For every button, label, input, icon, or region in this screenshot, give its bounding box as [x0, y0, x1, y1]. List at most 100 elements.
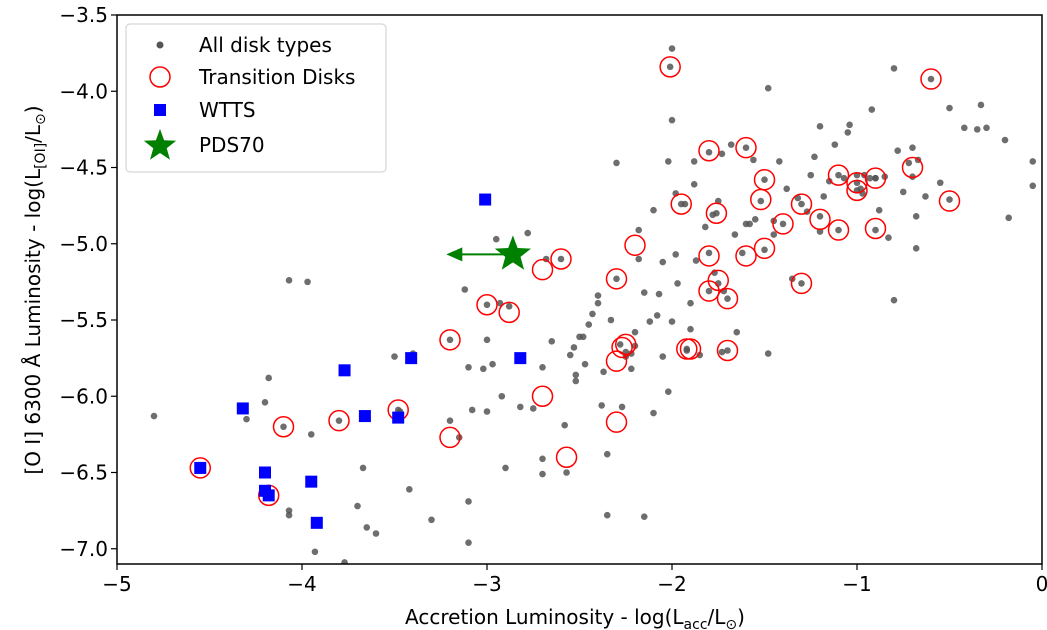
point-all-disk: [718, 150, 726, 158]
point-all-disk: [631, 328, 639, 336]
point-transition-disk: [328, 409, 350, 432]
point-all-disk: [705, 287, 713, 295]
point-all-disk: [548, 338, 556, 345]
point-all-disk: [335, 417, 343, 424]
x-axis-title-close: ): [737, 605, 745, 629]
point-wtts: [305, 475, 318, 488]
x-axis-title-main: Accretion Luminosity - log(L: [405, 605, 684, 629]
point-all-disk: [733, 328, 741, 336]
x-axis-title-sub: acc: [684, 617, 708, 630]
point-all-disk: [483, 336, 491, 344]
point-all-disk: [977, 101, 985, 109]
point-all-disk: [603, 450, 611, 458]
point-all-disk: [572, 377, 580, 385]
point-wtts: [310, 516, 323, 529]
point-transition-disk: [476, 294, 498, 316]
point-transition-disk: [864, 217, 887, 240]
x-tick-label: −4: [287, 572, 316, 596]
point-all-disk: [761, 246, 768, 254]
point-all-disk: [961, 124, 968, 132]
point-transition-disk: [735, 136, 757, 159]
point-all-disk: [816, 213, 824, 220]
point-all-disk: [909, 173, 916, 180]
point-all-disk: [820, 193, 827, 200]
point-all-disk: [690, 158, 698, 165]
x-tick-label: −2: [657, 572, 686, 596]
point-all-disk: [846, 121, 853, 129]
point-wtts: [194, 461, 207, 474]
point-pds70-star: [494, 235, 531, 270]
point-transition-disk: [716, 287, 739, 310]
point-all-disk: [529, 405, 537, 412]
point-all-disk: [1001, 136, 1009, 144]
point-all-disk: [391, 353, 398, 360]
legend-marker-wtts: [154, 104, 166, 116]
point-all-disk: [483, 301, 491, 309]
x-axis-title-after: /L: [708, 605, 727, 629]
point-all-disk: [668, 318, 676, 325]
y-tick-label: −3.5: [59, 3, 108, 27]
point-all-disk: [572, 371, 580, 379]
point-all-disk: [600, 368, 607, 376]
point-all-disk: [428, 516, 435, 524]
point-all-disk: [674, 280, 681, 287]
y-axis-title: [O I] 6300 Å Luminosity - log(L[OI]/L⊙): [21, 105, 49, 474]
point-all-disk: [922, 193, 929, 200]
point-all-disk: [557, 255, 565, 263]
point-transition-disk: [679, 338, 702, 360]
point-all-disk: [831, 141, 839, 148]
point-all-disk: [668, 116, 676, 124]
point-transition-disk: [790, 272, 813, 295]
point-all-disk: [764, 350, 772, 357]
point-all-disk: [690, 180, 698, 188]
point-all-disk: [872, 174, 879, 182]
point-transition-disk: [864, 167, 887, 189]
point-all-disk: [912, 245, 920, 252]
point-all-disk: [750, 156, 757, 164]
point-all-disk: [311, 548, 319, 556]
y-tick-label: −5.5: [59, 308, 108, 332]
point-wtts: [262, 489, 275, 502]
point-all-disk: [594, 292, 602, 299]
point-all-disk: [890, 296, 898, 304]
point-all-disk: [539, 455, 546, 463]
point-all-disk: [372, 530, 380, 537]
point-transition-disk: [189, 457, 211, 479]
point-transition-disk: [498, 301, 520, 324]
point-all-disk: [483, 408, 491, 415]
point-transition-disk: [659, 56, 681, 78]
point-transition-disk: [827, 164, 850, 186]
point-transition-disk: [439, 426, 461, 449]
point-all-disk: [539, 470, 546, 478]
point-wtts: [236, 402, 249, 415]
point-all-disk: [687, 325, 694, 333]
point-all-disk: [465, 363, 472, 371]
point-all-disk: [731, 231, 739, 238]
y-tick-label: −4.0: [59, 79, 108, 103]
legend-label-pds70: PDS70: [199, 133, 265, 157]
point-all-disk: [655, 290, 663, 298]
point-wtts: [514, 352, 527, 365]
y-tick-label: −5.0: [59, 232, 108, 256]
point-all-disk: [594, 299, 602, 307]
point-transition-disk: [772, 213, 794, 235]
point-transition-disk: [550, 248, 572, 270]
point-all-disk: [665, 158, 672, 165]
point-all-disk: [761, 176, 768, 183]
point-all-disk: [489, 360, 496, 368]
point-all-disk: [581, 360, 589, 368]
point-all-disk: [899, 188, 907, 196]
point-all-disk: [616, 341, 624, 348]
point-all-disk: [905, 159, 913, 167]
point-all-disk: [465, 539, 472, 546]
point-all-disk: [304, 278, 311, 286]
y-axis-title-main: [O I] 6300 Å Luminosity - log(L: [21, 168, 45, 475]
point-all-disk: [739, 249, 746, 257]
point-all-disk: [746, 220, 753, 228]
point-all-disk: [505, 302, 513, 310]
point-all-disk: [307, 431, 315, 438]
point-all-disk: [579, 333, 587, 341]
x-tick-label: −1: [842, 572, 871, 596]
point-transition-disk: [753, 237, 776, 260]
x-axis-title-sun: ⊙: [725, 617, 737, 630]
